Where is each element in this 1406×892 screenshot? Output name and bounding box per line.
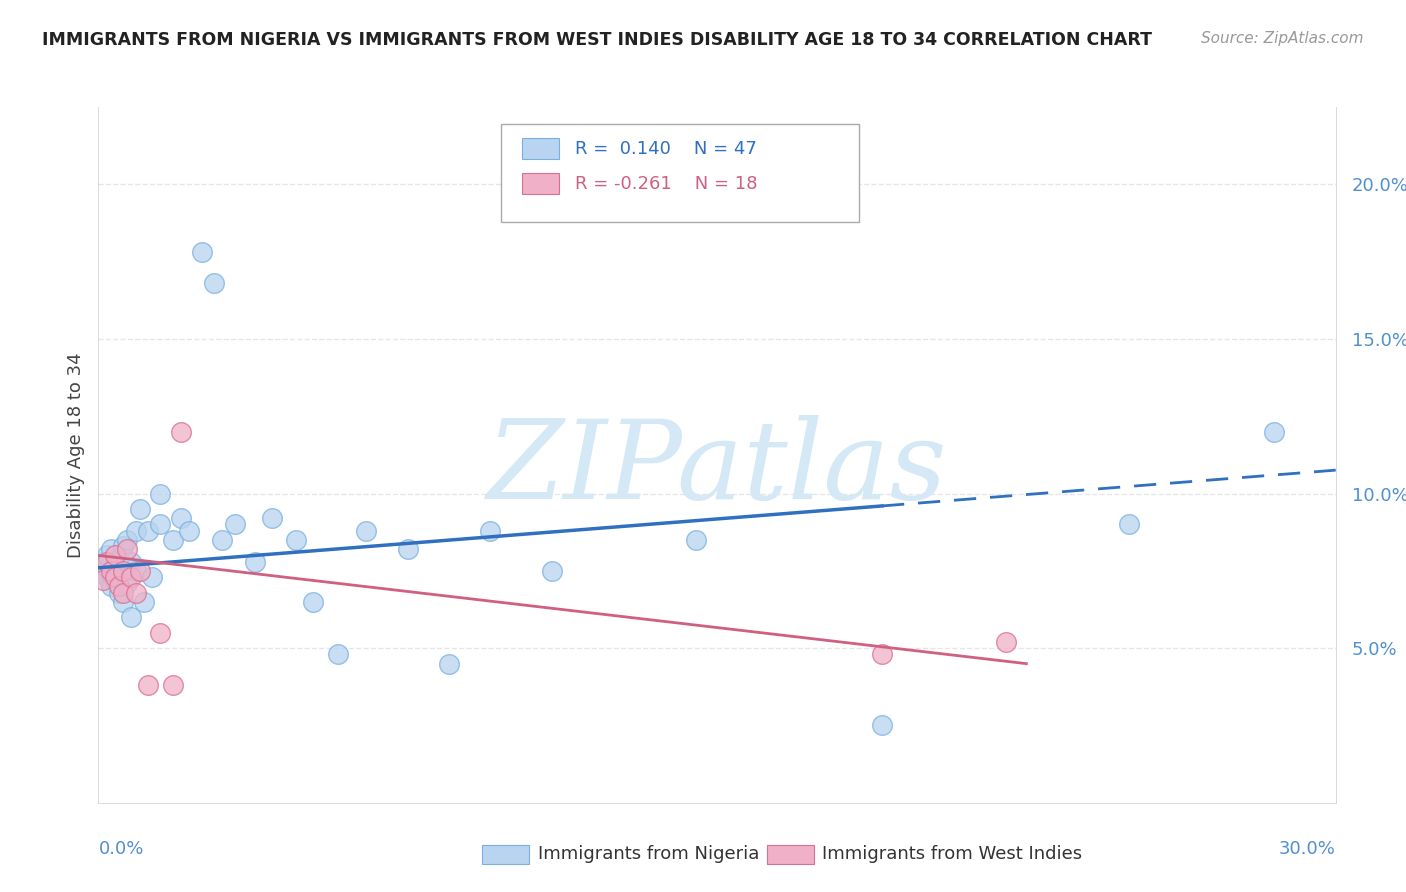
Point [302, 595, 325, 609]
Point [170, 425, 193, 439]
Point [108, 585, 131, 599]
FancyBboxPatch shape [501, 124, 859, 222]
Point [211, 533, 233, 547]
Point [162, 678, 184, 692]
Point [285, 533, 308, 547]
Point [994, 635, 1017, 649]
Point [141, 570, 163, 584]
Point [104, 558, 127, 572]
Point [136, 678, 159, 692]
Point [100, 542, 122, 557]
Point [108, 579, 131, 593]
Point [96, 555, 118, 569]
Point [100, 566, 122, 581]
Point [91, 564, 114, 578]
Point [128, 564, 150, 578]
Text: Immigrants from West Indies: Immigrants from West Indies [823, 846, 1083, 863]
Point [112, 539, 135, 553]
Point [870, 718, 893, 732]
Point [112, 585, 135, 599]
Point [100, 564, 122, 578]
Text: 0.0%: 0.0% [98, 840, 143, 858]
Point [396, 542, 419, 557]
Point [437, 657, 460, 671]
Text: 30.0%: 30.0% [1279, 840, 1336, 858]
Point [120, 555, 142, 569]
Text: Immigrants from Nigeria: Immigrants from Nigeria [537, 846, 759, 863]
FancyBboxPatch shape [522, 138, 558, 159]
Point [96, 570, 118, 584]
Point [117, 576, 139, 591]
Point [124, 585, 146, 599]
Point [112, 564, 135, 578]
Point [120, 570, 142, 584]
Point [117, 533, 139, 547]
FancyBboxPatch shape [766, 845, 814, 864]
Point [128, 502, 150, 516]
Point [479, 524, 502, 538]
Point [104, 570, 127, 584]
Point [104, 549, 127, 563]
Point [104, 573, 127, 587]
Point [541, 564, 564, 578]
Point [326, 648, 349, 662]
Point [91, 555, 114, 569]
FancyBboxPatch shape [482, 845, 529, 864]
Point [685, 533, 707, 547]
Text: R = -0.261    N = 18: R = -0.261 N = 18 [575, 175, 758, 193]
Point [132, 595, 155, 609]
FancyBboxPatch shape [522, 173, 558, 194]
Point [870, 648, 893, 662]
Point [108, 551, 131, 566]
Text: R =  0.140    N = 47: R = 0.140 N = 47 [575, 140, 756, 158]
Point [1118, 517, 1140, 532]
Point [202, 277, 225, 291]
Point [136, 524, 159, 538]
Point [260, 511, 283, 525]
Point [243, 555, 266, 569]
Y-axis label: Disability Age 18 to 34: Disability Age 18 to 34 [66, 352, 84, 558]
Point [179, 524, 201, 538]
Point [100, 579, 122, 593]
Point [170, 511, 193, 525]
Point [112, 595, 135, 609]
Point [124, 524, 146, 538]
Point [117, 542, 139, 557]
Text: ZIPatlas: ZIPatlas [486, 415, 948, 523]
Point [224, 517, 246, 532]
Point [149, 517, 172, 532]
Point [124, 564, 146, 578]
Point [149, 625, 172, 640]
Point [190, 245, 212, 260]
Point [96, 561, 118, 575]
Point [120, 610, 142, 624]
Text: IMMIGRANTS FROM NIGERIA VS IMMIGRANTS FROM WEST INDIES DISABILITY AGE 18 TO 34 C: IMMIGRANTS FROM NIGERIA VS IMMIGRANTS FR… [42, 31, 1152, 49]
Text: Source: ZipAtlas.com: Source: ZipAtlas.com [1201, 31, 1364, 46]
Point [356, 524, 378, 538]
Point [1263, 425, 1285, 439]
Point [96, 549, 118, 563]
Point [162, 533, 184, 547]
Point [91, 573, 114, 587]
Point [149, 486, 172, 500]
